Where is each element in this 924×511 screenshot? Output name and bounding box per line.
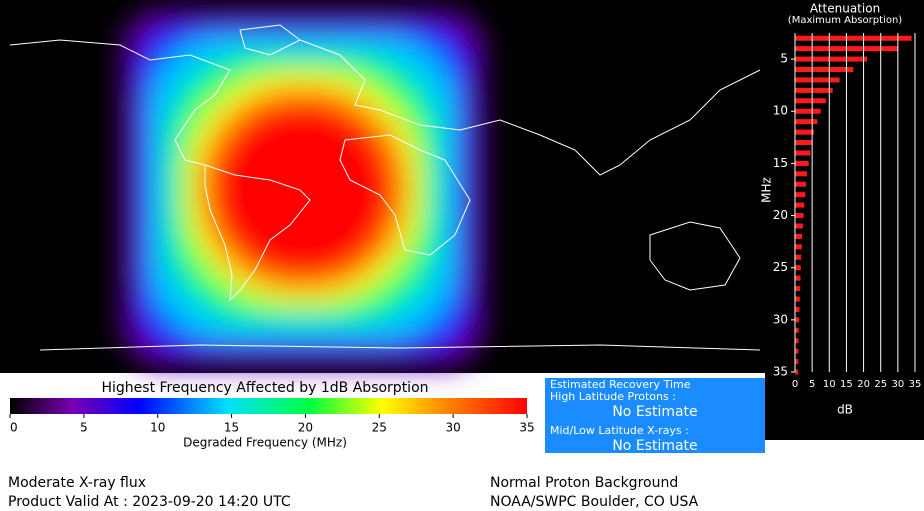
bar [795,67,854,73]
bar [795,202,805,208]
bar [795,348,799,354]
coastlines [9,24,761,351]
x-tick-label: 0 [792,379,798,390]
y-tick-label: 15 [773,156,788,170]
absorption-field [122,10,484,366]
y-axis-label: MHz [760,177,774,203]
bar [795,265,801,271]
bar [795,160,809,166]
chart-title: Attenuation [810,2,880,16]
chart-subtitle: (Maximum Absorption) [788,15,902,26]
x-axis-label: dB [837,403,853,417]
bar [795,338,799,344]
bar [795,87,833,93]
y-tick-label: 35 [773,365,788,379]
bar [795,233,803,239]
bar [795,369,799,375]
bar [795,171,807,177]
y-tick-label: 5 [780,52,788,66]
chart-background [765,0,924,440]
bar [795,140,813,146]
colorbar-tick-label: 35 [519,421,534,435]
footer-text: NOAA/SWPC Boulder, CO USA [490,494,699,510]
bar [795,119,818,125]
footer-text: Product Valid At : 2023-09-20 14:20 UTC [8,494,291,510]
footer-text: Normal Proton Background [490,475,678,491]
bar [795,192,806,198]
bar [795,213,804,219]
bar [795,327,799,333]
bar [795,317,800,323]
colorbar [10,398,527,414]
recovery-box [545,378,765,453]
bar [795,254,802,260]
y-tick-label: 25 [773,260,788,274]
colorbar-tick-label: 0 [10,421,18,435]
recovery-low-value: No Estimate [612,438,697,454]
recovery-high-value: No Estimate [612,404,697,420]
bar [795,56,867,62]
bar [795,98,826,104]
x-tick-label: 30 [891,379,904,390]
bar [795,275,801,281]
bar [795,286,801,292]
colorbar-label: Degraded Frequency (MHz) [183,436,347,450]
bar [795,35,912,41]
colorbar-tick-label: 10 [150,421,165,435]
colorbar-tick-label: 15 [224,421,239,435]
colorbar-tick-label: 5 [80,421,88,435]
bar [795,129,814,135]
x-tick-label: 5 [809,379,815,390]
colorbar-title: Highest Frequency Affected by 1dB Absorp… [101,380,428,396]
recovery-title: Estimated Recovery Time [550,378,691,391]
bar [795,150,811,156]
recovery-low-label: Mid/Low Latitude X-rays : [550,424,689,437]
recovery-high-label: High Latitude Protons : [550,390,676,403]
bar [795,359,799,365]
x-tick-label: 25 [874,379,887,390]
x-tick-label: 20 [857,379,870,390]
colorbar-tick-label: 25 [372,421,387,435]
bar [795,181,806,187]
x-tick-label: 15 [840,379,853,390]
bar [795,296,800,302]
bar [795,244,802,250]
bar [795,77,840,83]
y-tick-label: 20 [773,208,788,222]
x-tick-label: 10 [823,379,836,390]
bar [795,223,803,229]
x-tick-label: 35 [909,379,922,390]
colorbar-tick-label: 20 [298,421,313,435]
bar [795,306,800,312]
y-tick-label: 10 [773,104,788,118]
colorbar-tick-label: 30 [446,421,461,435]
y-tick-label: 30 [773,312,788,326]
footer-text: Moderate X-ray flux [8,475,146,491]
bar [795,108,821,114]
